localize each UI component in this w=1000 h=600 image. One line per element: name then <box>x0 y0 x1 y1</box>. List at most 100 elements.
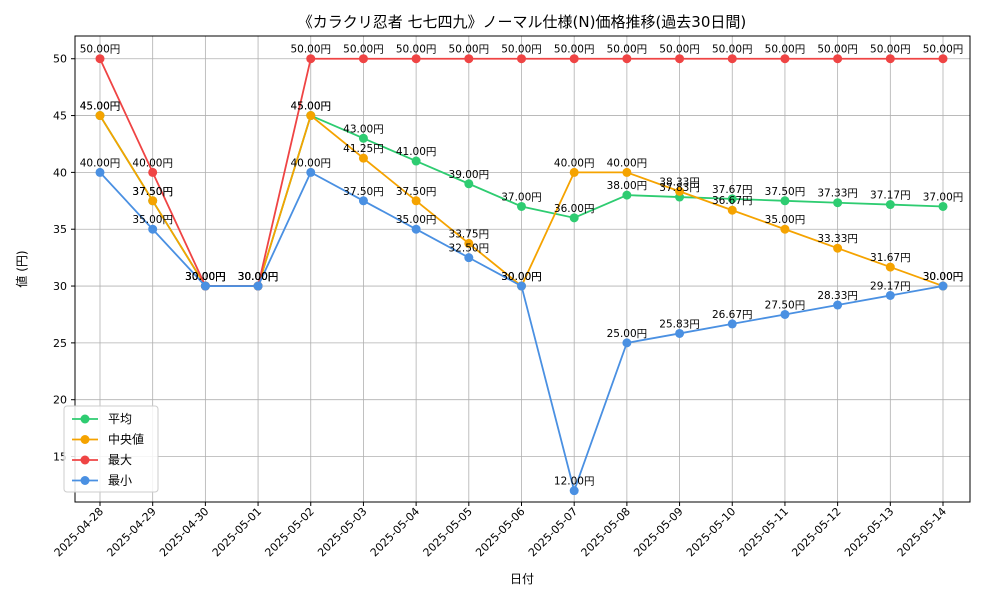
data-label: 37.50円 <box>765 186 806 198</box>
data-label: 30.00円 <box>185 271 226 283</box>
data-label: 30.00円 <box>238 271 279 283</box>
data-point <box>411 196 421 206</box>
grid-layer <box>75 36 970 502</box>
data-label: 30.00円 <box>185 271 226 283</box>
legend-swatch-marker <box>80 476 90 485</box>
legend-frame <box>63 405 159 493</box>
data-point <box>148 167 158 177</box>
data-label: 30.00円 <box>501 271 542 283</box>
y-tick-label: 20 <box>53 394 67 407</box>
data-label: 37.50円 <box>132 186 173 198</box>
data-point <box>885 54 895 64</box>
data-point <box>622 54 632 64</box>
legend-label: 最大 <box>108 453 132 467</box>
x-tick-label: 2025-05-06 <box>473 505 527 559</box>
data-label: 37.00円 <box>923 191 964 203</box>
data-label: 41.25円 <box>343 143 384 155</box>
data-label: 35.00円 <box>396 214 437 226</box>
data-label: 45.00円 <box>290 101 331 113</box>
legend-label: 中央値 <box>108 432 144 447</box>
series-layer <box>95 54 948 496</box>
data-point <box>358 153 368 163</box>
data-point <box>622 338 632 348</box>
data-label: 45.00円 <box>80 101 121 113</box>
data-label: 25.00円 <box>607 328 648 340</box>
data-label: 28.33円 <box>817 290 858 302</box>
data-label: 50.00円 <box>607 44 648 56</box>
data-label: 39.00円 <box>449 169 490 181</box>
data-label: 40.00円 <box>554 157 595 169</box>
data-label: 35.00円 <box>132 214 173 226</box>
data-point <box>569 167 579 177</box>
legend-swatch-marker <box>80 435 90 444</box>
x-tick-label: 2025-05-05 <box>421 505 475 559</box>
data-label: 37.50円 <box>396 186 437 198</box>
data-point <box>675 54 685 64</box>
data-point <box>938 54 948 64</box>
data-point <box>411 156 421 166</box>
y-tick-label: 35 <box>53 223 67 236</box>
data-label: 37.33円 <box>817 188 858 200</box>
y-tick-label: 50 <box>53 53 67 66</box>
data-label: 33.75円 <box>449 228 490 240</box>
x-tick-label: 2025-05-12 <box>789 505 843 559</box>
data-point <box>411 224 421 234</box>
data-point <box>833 198 843 208</box>
data-point <box>885 262 895 272</box>
data-point <box>464 238 474 248</box>
data-label: 50.00円 <box>554 44 595 56</box>
data-point <box>727 205 737 215</box>
data-point <box>148 224 158 234</box>
data-point <box>675 186 685 196</box>
y-axis-label: 値 (円) <box>14 250 29 287</box>
data-label: 12.00円 <box>554 476 595 488</box>
data-point <box>306 167 316 177</box>
data-point <box>517 281 526 291</box>
data-point <box>938 201 948 211</box>
data-label: 37.17円 <box>870 190 911 202</box>
data-point <box>727 319 737 329</box>
data-label: 33.33円 <box>817 233 858 245</box>
data-label: 30.00円 <box>185 271 226 283</box>
data-point <box>253 281 263 291</box>
data-label: 37.50円 <box>343 186 384 198</box>
plot-frame <box>74 35 971 503</box>
x-tick-label: 2025-05-04 <box>368 505 422 559</box>
data-point <box>148 196 158 206</box>
data-point <box>885 290 895 300</box>
data-point <box>833 54 843 64</box>
data-point <box>727 54 737 64</box>
data-label: 30.00円 <box>501 271 542 283</box>
data-point <box>569 486 579 496</box>
data-label: 30.00円 <box>923 271 964 283</box>
data-point <box>517 54 526 64</box>
x-tick-label: 2025-04-30 <box>157 505 211 559</box>
x-tick-label: 2025-05-14 <box>895 505 949 559</box>
data-point <box>938 281 948 291</box>
data-label: 45.00円 <box>80 101 121 113</box>
data-point <box>780 224 790 234</box>
x-tick-label: 2025-04-28 <box>52 505 106 559</box>
data-label: 50.00円 <box>817 44 858 56</box>
data-label: 50.00円 <box>659 44 700 56</box>
data-point <box>780 196 790 206</box>
data-label: 43.00円 <box>343 123 384 135</box>
data-label: 30.00円 <box>923 271 964 283</box>
data-point <box>622 190 632 200</box>
data-label: 35.00円 <box>765 214 806 226</box>
y-tick-label: 30 <box>53 280 67 293</box>
x-tick-label: 2025-05-10 <box>684 505 738 559</box>
x-axis-label: 日付 <box>510 572 534 586</box>
data-label: 40.00円 <box>80 157 121 169</box>
data-point <box>517 201 526 211</box>
legend-swatch-marker <box>80 414 90 424</box>
data-point <box>569 213 579 223</box>
data-point <box>306 111 316 121</box>
x-tick-label: 2025-05-13 <box>842 505 896 559</box>
data-label: 50.00円 <box>449 44 490 56</box>
data-point <box>464 54 474 64</box>
data-label: 37.83円 <box>659 182 700 194</box>
x-tick-label: 2025-05-07 <box>526 505 580 559</box>
data-label: 25.83円 <box>659 318 700 330</box>
